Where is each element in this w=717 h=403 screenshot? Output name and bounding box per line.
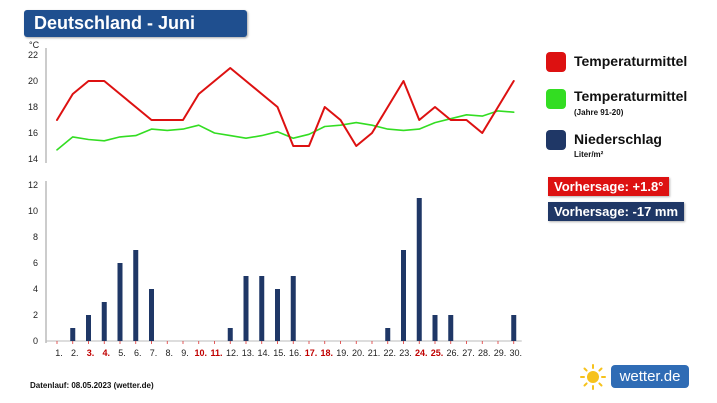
temp-unit-label: °C [29, 40, 40, 50]
temp-tick-label: 16 [28, 128, 38, 138]
legend-sub-normal: (Jahre 91-20) [574, 108, 624, 117]
legend-swatch-temperature [546, 52, 566, 72]
x-tick-label: 16. [289, 348, 302, 358]
precip-bar [275, 289, 280, 341]
x-tick-label: 4. [102, 348, 110, 358]
brand-logo: wetter.de [580, 362, 690, 390]
x-tick-label: 3. [87, 348, 95, 358]
legend-swatch-precip [546, 130, 566, 150]
precip-bar [259, 276, 265, 341]
x-tick-label: 23. [399, 348, 412, 358]
precip-bar [227, 328, 233, 341]
x-tick-label: 6. [134, 348, 142, 358]
x-tick-label: 18. [320, 348, 333, 358]
x-tick-label: 14. [257, 348, 270, 358]
x-tick-label: 26. [446, 348, 459, 358]
x-tick-label: 9. [181, 348, 189, 358]
x-tick-label: 2. [71, 348, 79, 358]
forecast-precip-badge: Vorhersage: -17 mm [548, 202, 685, 221]
data-run-note: Datenlauf: 08.05.2023 (wetter.de) [30, 381, 154, 390]
precip-bar [149, 289, 154, 341]
precip-bar [290, 276, 296, 341]
precip-bar [416, 198, 422, 341]
temp-tick-label: 18 [28, 102, 38, 112]
x-tick-label: 19. [336, 348, 349, 358]
precip-tick-label: 0 [33, 336, 38, 346]
x-tick-label: 7. [150, 348, 158, 358]
x-tick-label: 21. [368, 348, 381, 358]
x-tick-label: 30. [509, 348, 522, 358]
precip-tick-label: 12 [28, 180, 38, 190]
sun-icon [580, 364, 606, 390]
precip-tick-label: 8 [33, 232, 38, 242]
x-tick-label: 27. [462, 348, 475, 358]
legend-sub-precip: Liter/m² [574, 150, 604, 159]
x-tick-label: 5. [118, 348, 126, 358]
legend-label-temperature: Temperaturmittel [574, 53, 688, 69]
x-tick-label: 15. [273, 348, 286, 358]
precip-tick-label: 2 [33, 310, 38, 320]
precip-bar [243, 276, 249, 341]
x-tick-label: 1. [55, 348, 63, 358]
precip-bar [133, 250, 139, 341]
precip-bar [101, 302, 107, 341]
x-tick-label: 22. [383, 348, 396, 358]
precip-bar [448, 315, 454, 341]
temp-tick-label: 20 [28, 76, 38, 86]
precip-bar [401, 250, 406, 341]
precip-tick-label: 6 [33, 258, 38, 268]
temp-tick-label: 22 [28, 50, 38, 60]
legend-label-normal: Temperaturmittel [574, 88, 688, 104]
precip-bar [70, 328, 76, 341]
x-tick-label: 24. [415, 348, 428, 358]
weather-chart: °C 14 16 18 20 22 0 2 4 6 8 10 12 1. 2. 3. 4. 5. 6. 7. 8. 9. 1… [28, 40, 522, 358]
legend-swatch-normal [546, 89, 566, 109]
page-title: Deutschland - Juni [34, 13, 196, 33]
x-tick-label: 11. [210, 348, 222, 358]
precip-bar [117, 263, 123, 341]
x-tick-label: 8. [165, 348, 173, 358]
precip-tick-label: 4 [33, 284, 38, 294]
x-tick-label: 28. [478, 348, 491, 358]
precip-bar [432, 315, 438, 341]
precip-bar [511, 315, 517, 341]
title-banner: Deutschland - Juni [24, 10, 247, 37]
x-tick-label: 20. [352, 348, 365, 358]
temp-tick-label: 14 [28, 154, 38, 164]
normal-temperature-line [56, 110, 515, 151]
brand-wordmark: wetter.de [611, 365, 689, 388]
precip-bar [385, 328, 391, 341]
x-tick-label: 10. [194, 348, 207, 358]
x-tick-label: 12. [226, 348, 239, 358]
x-tick-label: 13. [242, 348, 255, 358]
x-tick-label: 25. [431, 348, 444, 358]
x-tick-label: 17. [305, 348, 318, 358]
legend-label-precip: Niederschlag [574, 131, 662, 147]
temperature-line [56, 67, 515, 147]
precip-bar [86, 315, 91, 341]
x-tick-label: 29. [494, 348, 507, 358]
precip-tick-label: 10 [28, 206, 38, 216]
forecast-temperature-badge: Vorhersage: +1.8° [548, 177, 670, 196]
